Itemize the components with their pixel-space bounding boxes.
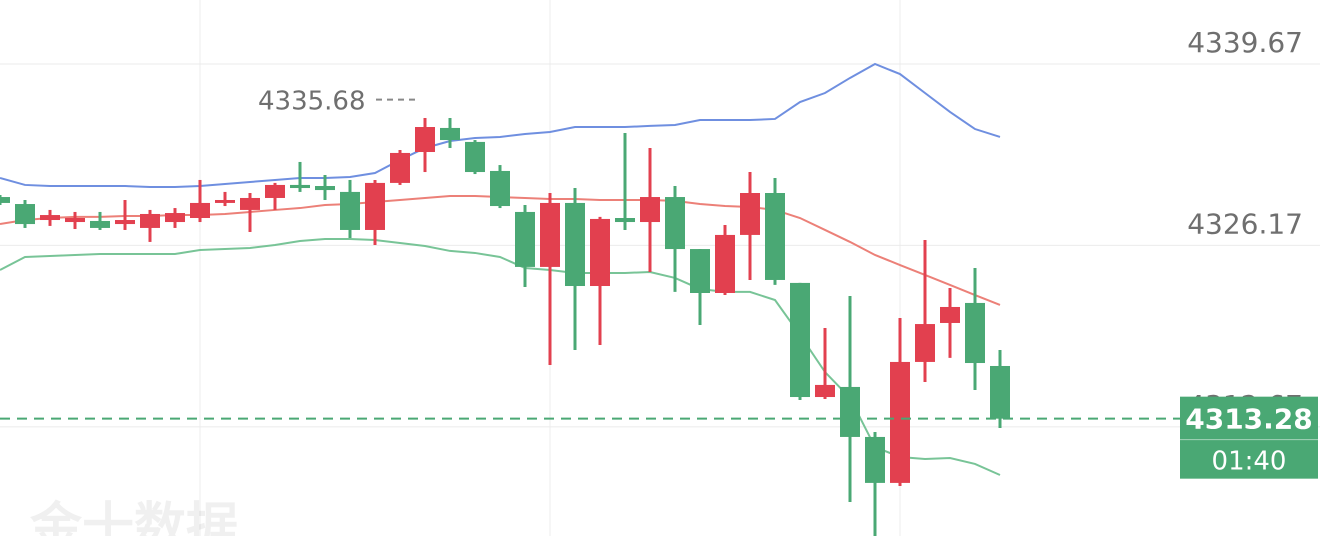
candle-body <box>990 365 1010 419</box>
last-price-label: 4313.28 <box>1185 403 1313 436</box>
candle-body <box>415 127 435 153</box>
band-line <box>0 237 1001 476</box>
candle-body <box>0 197 10 203</box>
candle-body <box>240 197 260 210</box>
candle-body <box>290 184 310 189</box>
candle-body <box>790 282 810 398</box>
candle-body <box>65 218 85 223</box>
candle-body <box>740 193 760 235</box>
candle-body <box>940 306 960 323</box>
candle-body <box>215 199 235 203</box>
candle-body <box>90 220 110 228</box>
candle-body <box>540 202 560 267</box>
y-tick-label: 4326.17 <box>1187 207 1303 240</box>
candle-body <box>440 127 460 141</box>
candle-body <box>40 215 60 221</box>
candle-body <box>590 218 610 287</box>
candle-body <box>965 302 985 364</box>
candle-body <box>515 211 535 267</box>
high-label: 4335.68 <box>258 87 366 117</box>
y-tick-label: 4339.67 <box>1187 26 1303 59</box>
candle-body <box>840 386 860 437</box>
candle-body <box>815 384 835 398</box>
last-price-box <box>1180 396 1318 479</box>
candle-body <box>665 197 685 250</box>
band-line <box>0 62 1001 188</box>
candle-body <box>865 436 885 483</box>
candle-body <box>690 249 710 293</box>
candle-body <box>640 197 660 223</box>
candle-body <box>140 213 160 228</box>
candle-body <box>715 234 735 293</box>
candle-body <box>15 204 35 225</box>
candle-body <box>315 186 335 191</box>
candle-body <box>915 324 935 362</box>
candle-body <box>490 170 510 207</box>
countdown: 01:40 <box>1212 447 1287 477</box>
candle-body <box>615 218 635 223</box>
candle-body <box>390 152 410 183</box>
watermark: 金十数据 <box>29 498 238 536</box>
candle-body <box>265 184 285 198</box>
candle-body <box>190 202 210 219</box>
candle-body <box>565 202 585 287</box>
candle-body <box>365 182 385 230</box>
candle-body <box>165 213 185 223</box>
candle-body <box>890 361 910 483</box>
candle-body <box>765 193 785 280</box>
candle-body <box>340 191 360 230</box>
candle-body <box>115 220 135 225</box>
candle-body <box>465 141 485 173</box>
